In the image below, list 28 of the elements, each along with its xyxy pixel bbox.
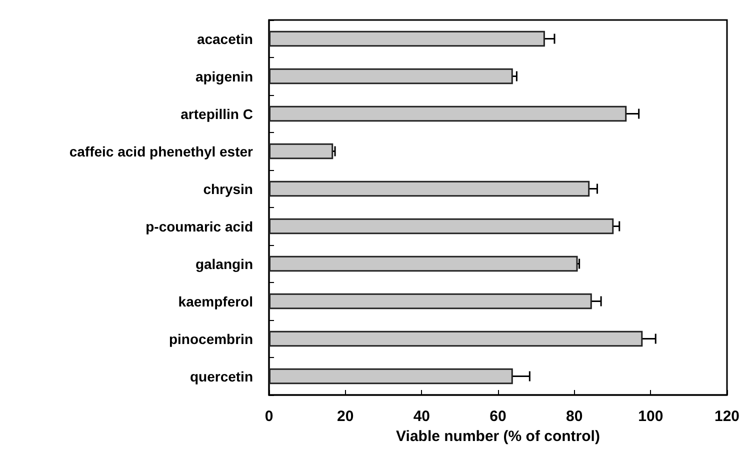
x-axis-title: Viable number (% of control) [396,428,600,445]
y-tick-label: pinocembrin [168,330,253,347]
x-tick-label: 40 [413,408,430,425]
y-tick-label: galangin [195,256,253,272]
x-tick-label: 20 [336,408,354,425]
bar [269,256,578,272]
y-tick-label: apigenin [195,68,253,84]
x-tick-label: 0 [264,408,274,425]
x-tick-label: 120 [714,408,740,425]
x-tick-label: 100 [638,408,664,425]
x-tick-label: 80 [566,408,583,425]
bar [269,106,627,122]
y-tick-label: acacetin [196,30,253,47]
bar [269,180,590,197]
bar [269,368,513,384]
bar [269,30,545,47]
y-tick-label: quercetin [190,368,253,384]
y-tick-label: kaempferol [178,293,253,310]
bar [269,330,643,347]
bar [269,218,614,234]
bar [269,68,513,84]
y-tick-label: caffeic acid phenethyl ester [69,143,254,160]
y-tick-label: chrysin [203,180,253,197]
bar [269,143,334,160]
bar [269,293,592,310]
y-tick-label: artepillin C [180,106,253,122]
x-tick-label: 60 [490,408,506,425]
y-tick-label: p-coumaric acid [146,218,253,234]
